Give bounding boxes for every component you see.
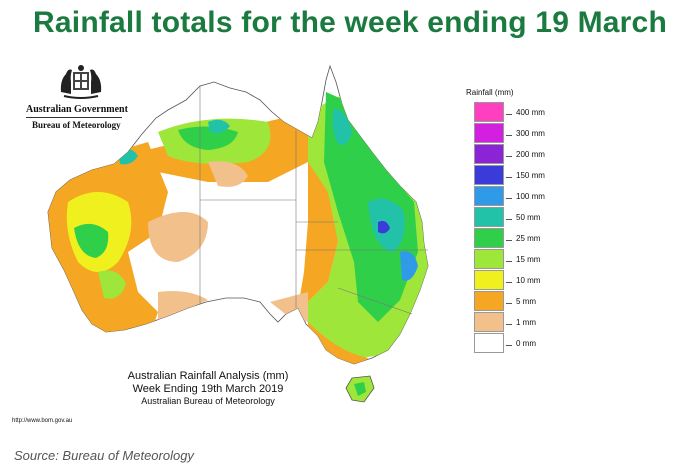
legend-tick: [506, 114, 512, 115]
logo-divider: [26, 117, 122, 118]
legend-swatch: [474, 228, 504, 248]
legend-tick: [506, 282, 512, 283]
legend-row: 300 mm: [460, 123, 580, 143]
legend-swatch: [474, 165, 504, 185]
legend-label: 200 mm: [516, 150, 545, 159]
caption-line-1: Australian Rainfall Analysis (mm): [127, 370, 289, 382]
legend-tick: [506, 303, 512, 304]
tasmania-fill: [354, 382, 366, 396]
legend-tick: [506, 219, 512, 220]
legend-tick: [506, 324, 512, 325]
legend-swatch: [474, 144, 504, 164]
legend-row: 10 mm: [460, 270, 580, 290]
legend-row: 50 mm: [460, 207, 580, 227]
page-title: Rainfall totals for the week ending 19 M…: [33, 6, 667, 39]
legend-row: 25 mm: [460, 228, 580, 248]
legend-swatch: [474, 102, 504, 122]
legend-label: 0 mm: [516, 339, 536, 348]
map-caption: Australian Rainfall Analysis (mm) Week E…: [108, 370, 308, 406]
legend-title: Rainfall (mm): [466, 88, 514, 97]
legend-tick: [506, 177, 512, 178]
legend-label: 50 mm: [516, 213, 541, 222]
legend-label: 1 mm: [516, 318, 536, 327]
legend-label: 100 mm: [516, 192, 545, 201]
legend-label: 400 mm: [516, 108, 545, 117]
legend-row: 400 mm: [460, 102, 580, 122]
legend-tick: [506, 156, 512, 157]
legend-tick: [506, 240, 512, 241]
source-credit: Source: Bureau of Meteorology: [14, 448, 194, 463]
bom-url: http://www.bom.gov.au: [12, 418, 73, 424]
rainfall-legend: Rainfall (mm) 400 mm 300 mm 200 mm 150 m…: [460, 88, 580, 398]
legend-swatch: [474, 207, 504, 227]
legend-tick: [506, 261, 512, 262]
legend-row: 15 mm: [460, 249, 580, 269]
legend-row: 0 mm: [460, 333, 580, 353]
legend-row: 200 mm: [460, 144, 580, 164]
legend-label: 5 mm: [516, 297, 536, 306]
legend-swatch: [474, 249, 504, 269]
legend-label: 150 mm: [516, 171, 545, 180]
australia-rainfall-map: [47, 64, 429, 403]
logo-government-text: Australian Government: [26, 104, 128, 115]
legend-tick: [506, 345, 512, 346]
legend-swatch: [474, 291, 504, 311]
legend-tick: [506, 135, 512, 136]
logo-bureau-text: Bureau of Meteorology: [32, 120, 121, 130]
coat-of-arms-icon: [60, 65, 102, 99]
legend-swatch: [474, 270, 504, 290]
legend-swatch: [474, 123, 504, 143]
rainfall-map-panel: Australian Government Bureau of Meteorol…: [8, 52, 692, 436]
legend-label: 10 mm: [516, 276, 541, 285]
state-borders: [199, 86, 428, 315]
legend-label: 25 mm: [516, 234, 541, 243]
legend-swatch: [474, 333, 504, 353]
legend-row: 1 mm: [460, 312, 580, 332]
legend-tick: [506, 198, 512, 199]
legend-row: 100 mm: [460, 186, 580, 206]
government-logo: Australian Government Bureau of Meteorol…: [26, 62, 136, 132]
legend-row: 5 mm: [460, 291, 580, 311]
rainfall-fill: [48, 92, 428, 364]
caption-line-2: Week Ending 19th March 2019: [132, 383, 284, 395]
caption-line-3: Australian Bureau of Meteorology: [141, 396, 275, 406]
legend-row: 150 mm: [460, 165, 580, 185]
legend-label: 15 mm: [516, 255, 541, 264]
legend-swatch: [474, 186, 504, 206]
legend-label: 300 mm: [516, 129, 545, 138]
legend-swatch: [474, 312, 504, 332]
